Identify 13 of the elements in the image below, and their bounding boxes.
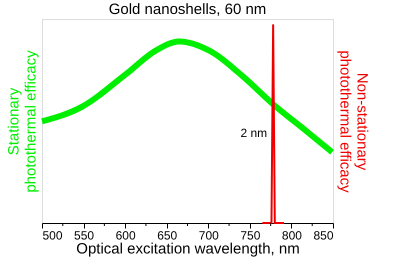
x-tick-label: 550: [74, 228, 94, 242]
x-axis-title: Optical excitation wavelength, nm: [76, 240, 300, 258]
chart-title: Gold nanoshells, 60 nm: [108, 1, 266, 18]
x-tick-label: 750: [240, 228, 261, 242]
x-tick-label: 850: [313, 228, 334, 242]
x-tick-label: 500: [42, 228, 63, 242]
x-tick-label: 650: [157, 228, 178, 242]
y-axis-title: Stationary photothermal efficacy: [6, 50, 40, 193]
annotation: 2 nm: [240, 126, 268, 140]
y2-axis-title: Non-stationary photothermal efficacy: [336, 50, 370, 194]
x-tick-label: 700: [198, 228, 220, 242]
x-tick-label: 800: [282, 228, 302, 242]
x-tick-label: 600: [116, 228, 136, 242]
